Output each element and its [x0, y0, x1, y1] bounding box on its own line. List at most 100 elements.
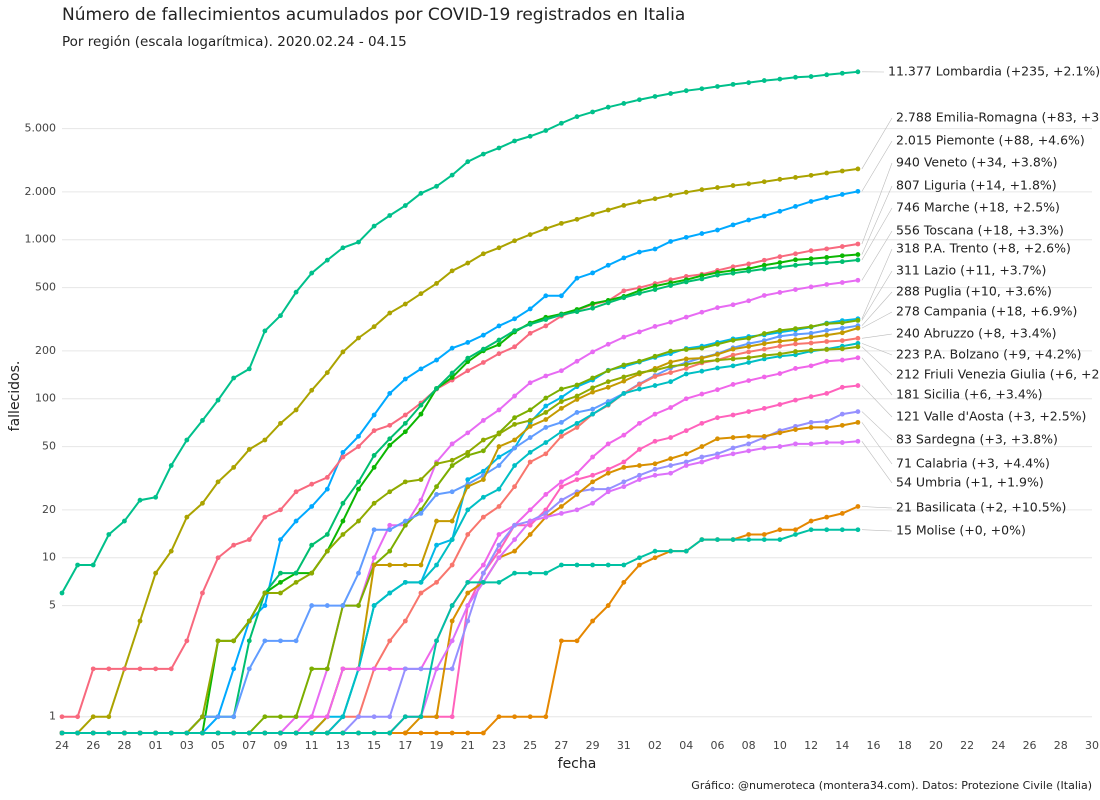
data-point	[543, 570, 549, 576]
data-point	[512, 138, 517, 144]
data-point	[558, 479, 564, 485]
data-point	[668, 192, 674, 198]
data-point	[637, 290, 642, 296]
data-point	[761, 262, 767, 268]
data-point	[293, 489, 299, 495]
data-point	[340, 714, 346, 720]
data-point	[418, 366, 424, 372]
data-point	[480, 468, 486, 474]
data-point	[730, 222, 736, 228]
data-point	[231, 730, 237, 736]
x-tick-label: 07	[242, 739, 256, 752]
data-point	[449, 489, 455, 495]
data-point	[730, 302, 736, 308]
data-point	[371, 555, 377, 561]
data-point	[215, 479, 221, 485]
x-tick-label: 17	[398, 739, 412, 752]
data-point	[465, 507, 471, 513]
x-tick-label: 24	[991, 739, 1005, 752]
legend-label: 746 Marche (+18, +2.5%)	[896, 200, 1060, 215]
data-point	[761, 374, 767, 380]
data-point	[418, 714, 424, 720]
data-point	[402, 301, 408, 307]
data-point	[621, 101, 627, 106]
data-point	[793, 204, 798, 209]
data-point	[793, 287, 798, 292]
x-tick-label: 27	[554, 739, 568, 752]
data-point	[605, 379, 611, 385]
data-point	[402, 420, 408, 426]
data-point	[480, 151, 486, 157]
data-point	[824, 195, 830, 201]
data-point	[434, 484, 439, 490]
data-point	[496, 337, 502, 343]
data-point	[356, 603, 361, 608]
data-point	[590, 618, 596, 624]
data-point	[793, 74, 798, 80]
data-point	[652, 411, 658, 417]
data-point	[465, 355, 471, 361]
x-tick-label: 06	[710, 739, 724, 752]
data-point	[715, 365, 720, 371]
data-point	[293, 714, 299, 720]
data-point	[90, 714, 96, 720]
data-point	[558, 419, 564, 425]
data-point	[200, 714, 205, 720]
data-point	[746, 298, 752, 304]
legend-label: 2.015 Piemonte (+88, +4.6%)	[896, 133, 1085, 148]
data-point	[480, 251, 486, 257]
data-point	[215, 730, 221, 736]
data-point	[808, 261, 814, 266]
data-point	[496, 504, 502, 509]
data-point	[558, 429, 564, 435]
data-point	[324, 370, 330, 375]
data-point	[855, 241, 861, 247]
data-point	[278, 638, 283, 644]
data-point	[449, 268, 455, 274]
data-point	[590, 375, 596, 381]
data-point	[480, 514, 486, 520]
data-point	[590, 562, 596, 568]
data-point	[402, 666, 408, 672]
data-point	[340, 349, 346, 355]
data-point	[637, 370, 642, 375]
data-point	[278, 579, 283, 585]
data-point	[730, 412, 736, 418]
series-line	[62, 345, 859, 734]
x-tick-label: 11	[305, 739, 319, 752]
data-point	[715, 454, 720, 460]
data-point	[340, 532, 346, 537]
data-point	[278, 507, 283, 513]
data-point	[402, 479, 408, 485]
data-point	[855, 504, 861, 509]
data-point	[715, 357, 720, 363]
data-point	[371, 324, 377, 330]
data-point	[621, 562, 627, 568]
data-point	[309, 603, 315, 608]
data-point	[715, 352, 720, 357]
data-point	[418, 730, 424, 736]
data-point	[746, 335, 752, 341]
data-point	[621, 464, 627, 470]
data-point	[402, 429, 408, 435]
data-point	[777, 402, 783, 407]
data-point	[543, 440, 549, 445]
data-point	[855, 188, 861, 194]
data-point	[637, 249, 642, 255]
data-point	[793, 532, 798, 537]
data-point	[558, 511, 564, 516]
data-point	[699, 368, 705, 374]
data-point	[605, 441, 611, 447]
y-tick-label: 2.000	[25, 185, 57, 198]
data-point	[761, 341, 767, 347]
data-point	[574, 397, 580, 402]
legend-label: 71 Calabria (+3, +4.4%)	[896, 456, 1050, 471]
data-point	[746, 409, 752, 414]
data-point	[683, 396, 689, 402]
data-point	[590, 349, 596, 355]
data-point	[855, 166, 861, 172]
data-point	[824, 260, 830, 266]
data-point	[465, 159, 471, 165]
data-point	[356, 714, 361, 720]
data-point	[558, 399, 564, 404]
